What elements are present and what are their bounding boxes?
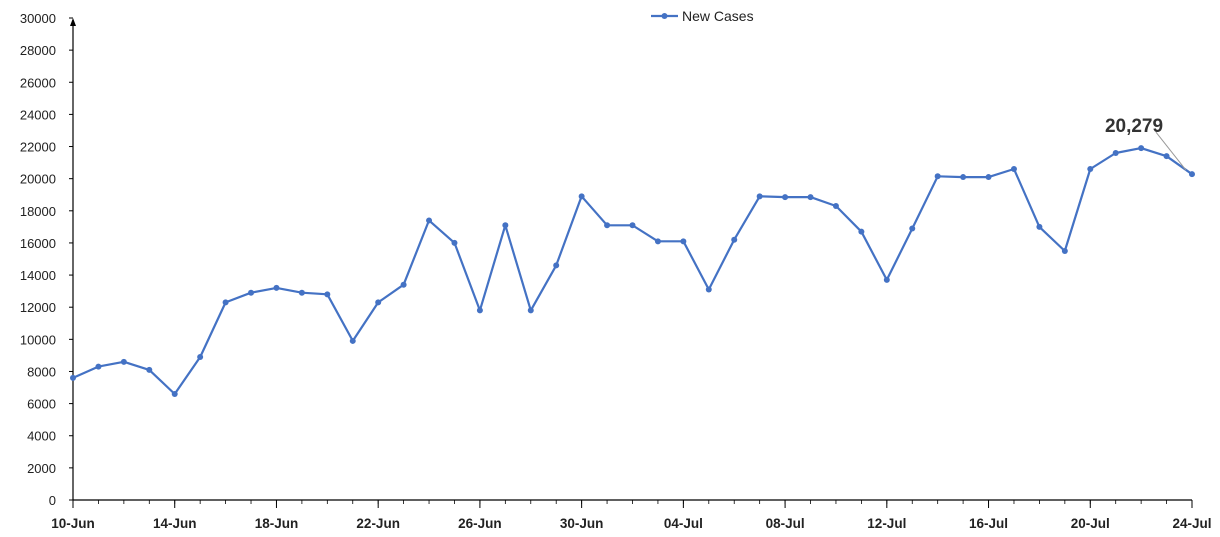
data-point <box>1189 171 1195 178</box>
legend: New Cases <box>651 8 754 24</box>
plot-area <box>70 145 1195 397</box>
data-point <box>934 173 941 180</box>
y-axis-arrow <box>70 18 76 26</box>
data-point <box>578 193 585 200</box>
data-point <box>171 390 178 397</box>
y-axis: 0 2000 4000 6000 8000 10000 12000 14000 16000 180… <box>20 11 76 508</box>
data-point <box>1061 247 1068 254</box>
y-tick-label: 16000 <box>20 236 56 251</box>
data-point <box>680 238 687 245</box>
y-tick-label: 12000 <box>20 300 56 315</box>
data-point <box>451 239 458 246</box>
x-tick-label: 30-Jun <box>560 516 604 531</box>
data-point <box>70 374 76 381</box>
data-point <box>1036 223 1043 230</box>
data-point <box>756 193 763 200</box>
y-tick-label: 14000 <box>20 268 56 283</box>
data-point <box>476 307 483 314</box>
y-tick-label: 20000 <box>20 172 56 187</box>
annotation: 20,279 <box>1105 116 1187 171</box>
data-point <box>909 225 916 232</box>
annotation-label: 20,279 <box>1105 116 1163 137</box>
y-tick-label: 8000 <box>27 364 56 379</box>
x-tick-label: 26-Jun <box>458 516 502 531</box>
y-tick-label: 0 <box>49 493 56 508</box>
data-point <box>95 363 102 370</box>
x-tick-label: 14-Jun <box>153 516 197 531</box>
data-point <box>858 228 865 235</box>
data-point <box>324 291 331 298</box>
x-tick-label: 08-Jul <box>766 516 805 531</box>
x-tick-label: 10-Jun <box>51 516 95 531</box>
data-point <box>248 289 255 296</box>
y-tick-label: 2000 <box>27 461 56 476</box>
data-point <box>807 194 814 201</box>
x-tick-label: 20-Jul <box>1071 516 1110 531</box>
data-point <box>960 174 967 181</box>
data-point <box>782 194 789 201</box>
data-point <box>146 366 153 373</box>
data-point <box>502 222 509 229</box>
data-point <box>1163 153 1170 160</box>
data-point <box>629 222 636 229</box>
data-point <box>832 202 839 209</box>
annotation-leader <box>1155 131 1187 171</box>
data-point <box>222 299 229 306</box>
data-point <box>426 217 433 224</box>
data-point <box>298 289 305 296</box>
data-point <box>1138 145 1145 152</box>
y-tick-label: 30000 <box>20 11 56 26</box>
data-point <box>731 236 738 243</box>
series-line-new-cases <box>72 147 1193 396</box>
data-point <box>273 284 280 291</box>
data-point <box>1112 149 1119 156</box>
y-tick-label: 4000 <box>27 429 56 444</box>
y-tick-label: 10000 <box>20 332 56 347</box>
legend-marker <box>661 13 668 19</box>
data-point <box>553 262 560 269</box>
legend-label: New Cases <box>682 8 754 24</box>
data-point <box>883 276 890 283</box>
data-point <box>654 238 661 245</box>
data-point <box>705 286 712 293</box>
y-tick-label: 24000 <box>20 107 56 122</box>
data-point <box>1087 166 1094 173</box>
x-tick-label: 18-Jun <box>255 516 299 531</box>
data-point <box>197 354 204 361</box>
data-point <box>985 174 992 181</box>
y-tick-label: 28000 <box>20 43 56 58</box>
data-point <box>375 299 382 306</box>
x-axis: 10-Jun 14-Jun 18-Jun 22-Jun 26-Jun 30-Jun 04-J… <box>51 499 1212 531</box>
x-tick-label: 04-Jul <box>664 516 703 531</box>
x-tick-label: 24-Jul <box>1172 516 1211 531</box>
data-point <box>349 337 356 344</box>
data-point <box>527 307 534 314</box>
x-tick-label: 12-Jul <box>867 516 906 531</box>
x-tick-label: 22-Jun <box>356 516 400 531</box>
data-point <box>604 222 611 229</box>
data-point <box>1010 166 1017 173</box>
data-point <box>120 358 127 365</box>
data-point <box>400 281 407 288</box>
y-tick-label: 6000 <box>27 397 56 412</box>
y-tick-label: 26000 <box>20 75 56 90</box>
y-tick-label: 18000 <box>20 204 56 219</box>
x-tick-label: 16-Jul <box>969 516 1008 531</box>
y-tick-label: 22000 <box>20 140 56 155</box>
